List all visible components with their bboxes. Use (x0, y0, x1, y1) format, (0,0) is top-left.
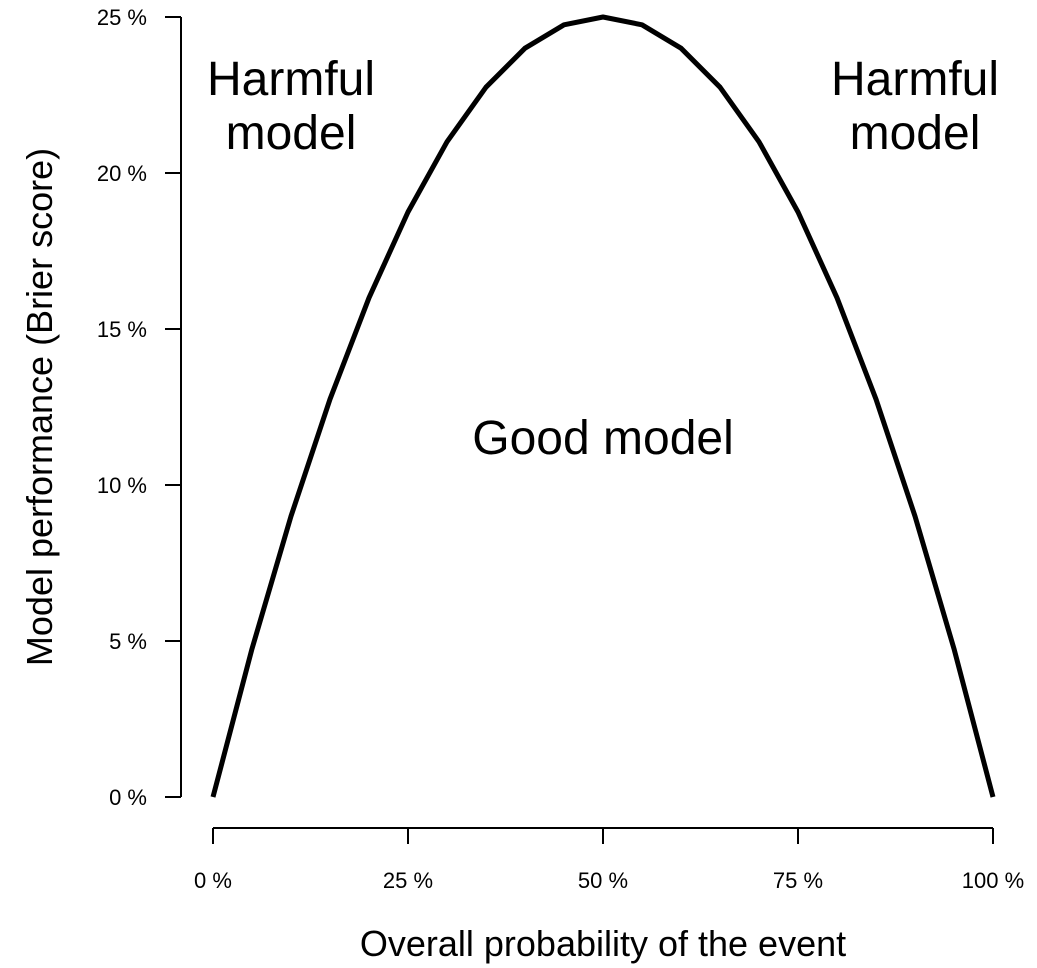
x-axis-title: Overall probability of the event (360, 923, 846, 964)
region-label: Good model (472, 412, 734, 465)
x-axis: 0 % 25 % 50 % 75 % 100 % (194, 827, 1024, 893)
region-label: Harmful model (207, 53, 375, 160)
x-tick-label: 25 % (383, 868, 433, 893)
y-tick-label: 5 % (109, 629, 147, 654)
x-tick-label: 75 % (773, 868, 823, 893)
x-tick-label: 0 % (194, 868, 232, 893)
y-axis-title: Model performance (Brier score) (19, 148, 60, 666)
y-tick-label: 0 % (109, 785, 147, 810)
brier-score-curve (210, 14, 996, 798)
y-tick-label: 15 % (97, 317, 147, 342)
y-tick-label: 25 % (97, 5, 147, 30)
x-tick-label: 100 % (962, 868, 1024, 893)
y-tick-label: 20 % (97, 161, 147, 186)
y-tick-label: 10 % (97, 473, 147, 498)
y-axis: 0 % 5 % 10 % 15 % 20 % 25 % (97, 5, 182, 810)
region-label: Harmful model (831, 53, 999, 160)
x-tick-label: 50 % (578, 868, 628, 893)
region-annotations: Harmful model Harmful model Good model (207, 53, 999, 465)
